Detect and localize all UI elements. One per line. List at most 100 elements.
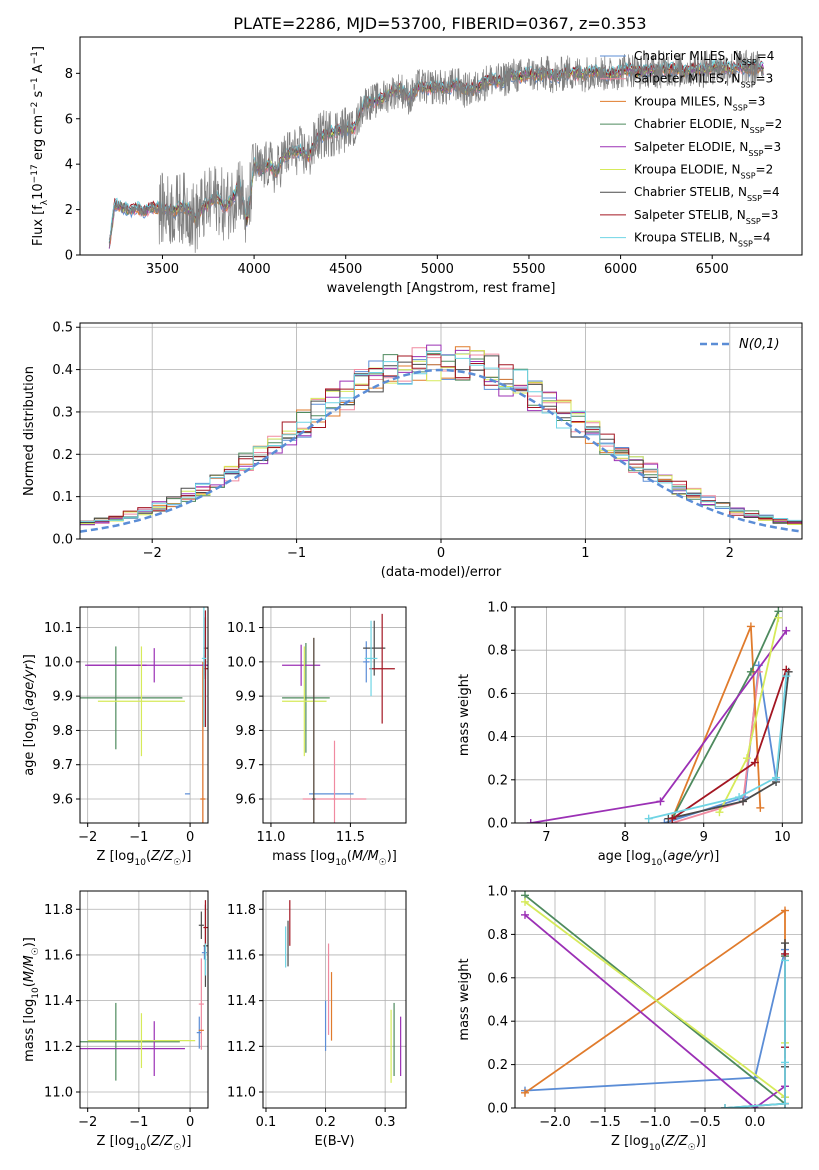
panel-mass_vs_Z: −2 −1 0 11.0 11.2 11.4 11.6 11.8 Z [log10(Z/Z☉)]… xyxy=(22,890,209,1153)
x-tick-label: 8 xyxy=(621,830,629,845)
errorbar-point xyxy=(312,637,316,823)
weight-marker xyxy=(656,797,665,806)
errorbar-point xyxy=(87,1013,196,1069)
y-tick-label: 2 xyxy=(65,203,73,218)
y-tick-label: 9.7 xyxy=(235,758,256,773)
panel-age_vs_Z: −2 −1 0 9.6 9.7 9.8 9.9 10.0 10.1 Z [log10(Z/Z☉)]… xyxy=(22,606,209,868)
y-tick-label: 9.9 xyxy=(235,690,256,705)
weight-marker xyxy=(742,754,751,763)
x-tick-label: 10 xyxy=(774,830,791,845)
errorbar-point xyxy=(364,620,378,697)
plot-area xyxy=(526,607,793,823)
errorbar-point xyxy=(201,945,207,960)
y-tick-label: 11.0 xyxy=(44,1086,73,1101)
y-tick-label: 0.8 xyxy=(487,928,508,943)
y-tick-label: 9.8 xyxy=(52,724,73,739)
legend-label-7: Salpeter STELIB, NSSP=3 xyxy=(634,208,778,226)
plot-area xyxy=(80,344,802,533)
y-tick-label: 10.1 xyxy=(227,621,256,636)
weight-line-8 xyxy=(648,676,788,820)
weight-marker xyxy=(668,814,677,823)
weight-marker xyxy=(521,910,529,919)
x-tick-label: 4000 xyxy=(238,262,271,277)
plot-area xyxy=(521,891,789,1108)
x-tick-label: −1 xyxy=(287,546,306,561)
y-tick-label: 11.4 xyxy=(44,994,73,1009)
figure-title: PLATE=2286, MJD=53700, FIBERID=0367, z=0… xyxy=(233,14,646,33)
legend-label-2: Kroupa MILES, NSSP=3 xyxy=(634,94,765,112)
x-tick-label: 0.3 xyxy=(375,1115,396,1130)
y-tick-label: 0.4 xyxy=(487,730,508,745)
axes-frame xyxy=(262,606,407,824)
y-tick-label: 10.1 xyxy=(44,621,73,636)
y-tick-label: 0.4 xyxy=(487,1015,508,1030)
weight-marker xyxy=(660,819,669,823)
axes-frame xyxy=(79,36,803,256)
y-tick-label: 8 xyxy=(65,67,73,82)
weight-marker xyxy=(782,626,791,635)
x-tick-label: 3500 xyxy=(146,262,179,277)
x-axis-label: Z [log10(Z/Z☉)] xyxy=(611,1134,706,1153)
axes-frame xyxy=(262,890,407,1109)
legend: Chabrier MILES, NSSP=4 Salpeter MILES, NS… xyxy=(600,49,782,248)
x-tick-label: 5500 xyxy=(512,262,545,277)
y-tick-label: 10.0 xyxy=(44,655,73,670)
errorbar-point xyxy=(97,646,185,757)
errorbar-point xyxy=(80,1002,180,1081)
y-tick-label: 1.0 xyxy=(487,885,508,900)
y-tick-label: 11.6 xyxy=(227,948,256,963)
y-tick-label: 0.4 xyxy=(52,363,73,378)
x-tick-label: −1 xyxy=(129,1115,148,1130)
legend-label-3: Chabrier ELODIE, NSSP=2 xyxy=(634,117,782,135)
axes-frame xyxy=(514,606,803,824)
errorbar-point xyxy=(204,943,207,976)
weight-marker xyxy=(756,803,765,812)
normal-reference-curve xyxy=(80,368,802,533)
histogram-4 xyxy=(80,344,802,526)
x-axis-label: Z [log10(Z/Z☉)] xyxy=(97,1134,192,1153)
weight-marker xyxy=(750,758,759,767)
y-tick-label: 9.9 xyxy=(52,690,73,705)
y-tick-label: 11.4 xyxy=(227,994,256,1009)
weight-marker xyxy=(746,667,755,676)
x-tick-label: −2 xyxy=(78,830,97,845)
x-tick-label: 0 xyxy=(186,1115,194,1130)
weight-line-6 xyxy=(668,671,790,820)
y-tick-label: 11.6 xyxy=(44,948,73,963)
x-tick-label: −1.0 xyxy=(639,1115,671,1130)
x-tick-label: 0 xyxy=(437,546,445,561)
y-tick-label: 9.6 xyxy=(52,793,73,808)
weight-line-8 xyxy=(724,960,786,1108)
weight-marker xyxy=(781,956,789,965)
x-tick-label: 5000 xyxy=(421,262,454,277)
panel-residuals: −2 −1 0 1 2 0.0 0.1 0.2 0.3 0.4 0.5 (data-model)/er… xyxy=(22,321,803,580)
y-tick-label: 6 xyxy=(65,112,73,127)
plot-area xyxy=(80,900,208,1081)
y-tick-label: 11.2 xyxy=(44,1040,73,1055)
weight-marker xyxy=(739,797,748,806)
errorbar-point xyxy=(332,740,337,823)
y-axis-label: age [log10(age/yr)] xyxy=(22,654,41,776)
y-axis-label: Normed distribution xyxy=(22,366,37,496)
weight-line-4 xyxy=(524,914,786,1108)
plot-area xyxy=(108,49,764,253)
y-tick-label: 11.8 xyxy=(227,903,256,918)
weight-marker xyxy=(772,773,781,782)
y-tick-label: 0.1 xyxy=(52,490,73,505)
errorbar-point xyxy=(363,641,370,683)
errorbar-point xyxy=(80,646,183,750)
x-tick-label: 9 xyxy=(700,830,708,845)
weight-marker xyxy=(782,672,791,681)
plot-area xyxy=(80,607,208,823)
legend-label-normal: N(0,1) xyxy=(739,337,780,352)
weight-marker xyxy=(781,1099,789,1108)
legend-label-5: Kroupa ELODIE, NSSP=2 xyxy=(634,163,773,181)
y-tick-label: 0.5 xyxy=(52,321,73,336)
y-tick-label: 0.6 xyxy=(487,687,508,702)
axes-frame xyxy=(514,890,803,1109)
errorbar-point xyxy=(200,661,206,823)
legend-label-0: Chabrier MILES, NSSP=4 xyxy=(634,49,774,67)
weight-marker xyxy=(735,793,744,802)
errorbar-point xyxy=(198,958,204,1050)
plot-area xyxy=(285,900,402,1083)
